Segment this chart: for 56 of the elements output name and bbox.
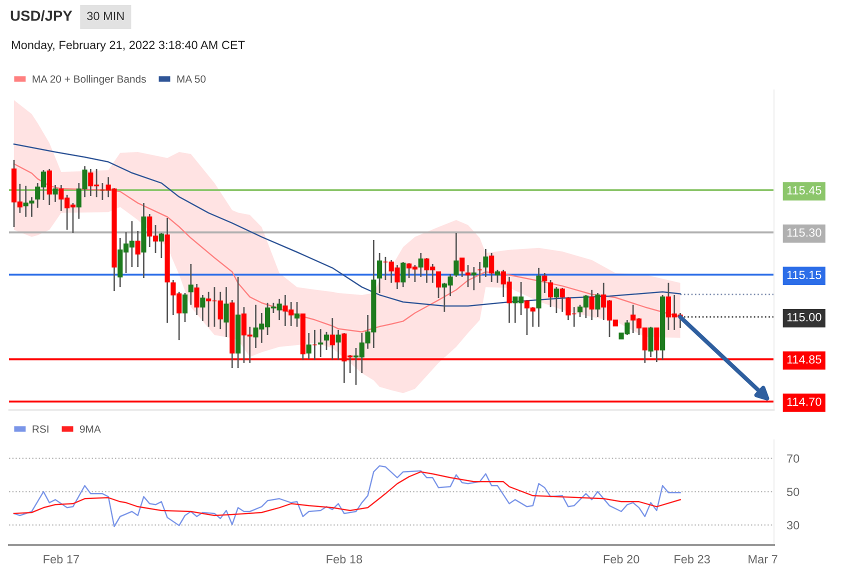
y-tick-label: 114.85 (787, 355, 822, 364)
y-tick-label: 115.30 (787, 228, 822, 237)
y-tick-label: 115.00 (787, 312, 822, 322)
text: 30 MIN (87, 12, 124, 20)
candlestick (471, 266, 476, 291)
candlestick (460, 257, 465, 278)
candlestick (52, 184, 58, 203)
candlestick (135, 230, 140, 268)
y-tick-label: 70 (787, 454, 800, 463)
y-tick-label: 30 (786, 521, 800, 530)
y-tick-label: 115.45 (787, 186, 822, 194)
legend-label: 9MA (80, 425, 101, 433)
candlestick (294, 301, 300, 328)
candlestick (324, 331, 330, 351)
x-tick-label: Feb 18 (326, 554, 362, 564)
candlestick (548, 279, 554, 308)
candlestick (194, 283, 200, 316)
legend-label: MA 20 + Bollinger Bands (32, 75, 146, 85)
candlestick (648, 326, 654, 358)
y-tick-label: 115.15 (787, 270, 822, 280)
candlestick (158, 232, 164, 259)
x-tick-label: Feb 17 (44, 554, 79, 564)
candlestick (188, 263, 194, 306)
candlestick (560, 287, 565, 313)
y-tick-label: 114.70 (787, 398, 822, 406)
legend-label: RSI (32, 425, 48, 433)
legend-label: MA 50 (177, 75, 206, 83)
candlestick (46, 168, 52, 206)
candlestick (418, 252, 424, 278)
chart-title: USD/JPY (10, 10, 72, 22)
x-tick-label: Feb 20 (604, 554, 640, 564)
candlestick (436, 271, 442, 299)
candlestick (336, 329, 341, 361)
candlestick (454, 232, 459, 278)
x-tick-label: Feb 23 (674, 554, 710, 564)
candlestick (489, 252, 494, 283)
candlestick (200, 294, 206, 322)
candlestick (483, 248, 488, 278)
candlestick (554, 286, 559, 314)
candlestick (465, 264, 471, 288)
candlestick (400, 261, 406, 288)
line-series (13, 144, 681, 307)
y-tick-label: 50 (786, 488, 800, 496)
line-series (13, 471, 681, 516)
candlestick (182, 292, 188, 323)
candlestick (494, 269, 500, 284)
candlestick (542, 272, 548, 294)
chart-subtitle: Monday, February 21, 2022 3:18:40 AM CET (12, 40, 245, 52)
candlestick (318, 328, 324, 358)
candlestick (306, 332, 312, 360)
candlestick (377, 252, 382, 294)
candlestick (224, 286, 229, 338)
candlestick (589, 289, 594, 321)
line-series (13, 465, 681, 528)
candlestick (595, 292, 600, 318)
x-tick-label: Mar 7 (748, 555, 778, 564)
